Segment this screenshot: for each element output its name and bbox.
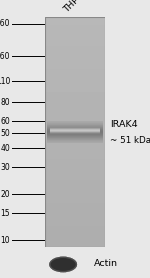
Ellipse shape (51, 258, 76, 271)
Bar (47, 132, 103, 133)
Ellipse shape (49, 257, 77, 272)
Ellipse shape (49, 257, 77, 272)
Bar (47, 135, 103, 136)
Ellipse shape (49, 257, 77, 272)
Bar (47, 140, 103, 141)
Bar (47, 139, 103, 140)
Ellipse shape (49, 257, 77, 272)
Bar (47, 130, 103, 131)
Bar (50, 130, 100, 131)
Bar (47, 121, 103, 122)
Text: Actin: Actin (94, 259, 118, 268)
Bar (47, 141, 103, 142)
Ellipse shape (49, 257, 77, 272)
Bar (47, 133, 103, 134)
Bar (47, 136, 103, 137)
Bar (50, 129, 100, 130)
Bar (47, 122, 103, 123)
Text: 10: 10 (1, 236, 10, 245)
Text: 15: 15 (1, 209, 10, 218)
Text: THP-1: THP-1 (63, 0, 87, 14)
Bar (47, 124, 103, 125)
Ellipse shape (49, 257, 77, 272)
Ellipse shape (49, 257, 77, 272)
Text: 110: 110 (0, 77, 10, 86)
Ellipse shape (49, 257, 77, 272)
Text: 40: 40 (0, 144, 10, 153)
Ellipse shape (49, 257, 77, 272)
Bar (50, 133, 100, 134)
Bar (50, 128, 100, 129)
Bar (50, 132, 100, 133)
Bar (50, 128, 100, 129)
Text: 60: 60 (0, 117, 10, 126)
Ellipse shape (49, 257, 77, 272)
Ellipse shape (49, 257, 77, 272)
Bar (50, 130, 100, 131)
Bar (47, 123, 103, 124)
Bar (47, 126, 103, 127)
Bar (47, 134, 103, 135)
Ellipse shape (49, 257, 77, 272)
Ellipse shape (49, 257, 77, 272)
Text: 160: 160 (0, 52, 10, 61)
Bar (47, 138, 103, 139)
Ellipse shape (49, 257, 77, 272)
Bar (47, 128, 103, 129)
Ellipse shape (49, 257, 77, 272)
Bar (47, 142, 103, 143)
Bar (47, 120, 103, 121)
Bar (47, 131, 103, 132)
Text: IRAK4: IRAK4 (110, 120, 137, 129)
Bar (47, 129, 103, 130)
Text: 50: 50 (0, 129, 10, 138)
Ellipse shape (49, 257, 77, 272)
Bar (47, 127, 103, 128)
Bar (50, 131, 100, 132)
Text: ~ 51 kDa: ~ 51 kDa (110, 136, 150, 145)
Bar (47, 137, 103, 138)
Text: 30: 30 (0, 163, 10, 172)
Bar (50, 127, 100, 128)
Ellipse shape (49, 257, 77, 272)
Text: 80: 80 (1, 98, 10, 107)
Bar (50, 132, 100, 133)
Text: 20: 20 (1, 190, 10, 199)
Text: 260: 260 (0, 19, 10, 28)
Bar (47, 125, 103, 126)
